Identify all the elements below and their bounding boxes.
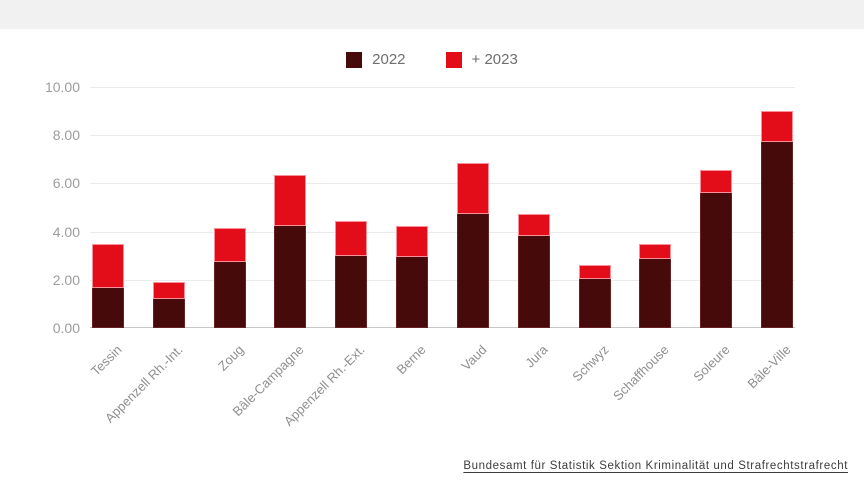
bar-stack	[760, 111, 793, 328]
bar-segment[interactable]	[700, 193, 733, 328]
x-axis-labels: Tessin Appenzell Rh.-Int. Zoug Bâle-Campagn…	[88, 328, 795, 458]
bar-stack	[92, 243, 124, 328]
y-tick-label: 0.00	[52, 320, 80, 336]
bar-segment[interactable]	[92, 288, 124, 328]
bar-segment[interactable]	[639, 259, 672, 328]
bar-stack	[456, 162, 489, 328]
bar-stack	[213, 228, 246, 328]
y-tick-label: 6.00	[52, 175, 80, 191]
top-band	[0, 0, 864, 29]
bar-stack	[517, 213, 550, 328]
bar-segment[interactable]	[578, 278, 611, 328]
bar-chart-plot-area: 0.00 2.00 4.00 6.00 8.00 10.00 Tessin Appenzell…	[45, 79, 795, 429]
legend-swatch-2023-icon	[445, 51, 462, 68]
bar-segment[interactable]	[396, 256, 429, 328]
bar-stack	[335, 220, 368, 328]
bar-segment[interactable]	[213, 261, 246, 328]
y-tick-label: 8.00	[52, 127, 80, 143]
legend-label-2023: + 2023	[471, 51, 518, 68]
gridline	[90, 183, 795, 184]
bars-container	[90, 87, 795, 328]
x-axis-label: Schaffhouse	[610, 342, 672, 404]
y-tick-label: 2.00	[52, 272, 80, 288]
bar-segment[interactable]	[213, 228, 246, 262]
bar-stack	[152, 282, 185, 328]
source-link[interactable]: Bundesamt für Statistik Sektion Kriminal…	[463, 460, 848, 472]
x-axis-label: Appenzell Rh.-Int.	[101, 342, 186, 426]
x-axis-label: Bâle-Ville	[744, 342, 794, 392]
bar-segment[interactable]	[639, 243, 672, 260]
x-axis-label: Zoug	[214, 342, 247, 374]
bar-segment[interactable]	[578, 265, 611, 279]
bar-segment[interactable]	[456, 162, 489, 214]
x-axis-label: Berne	[393, 342, 429, 378]
bar-stack	[396, 225, 429, 328]
x-axis-label: Appenzell Rh.-Ext.	[281, 342, 368, 429]
legend-swatch-2022-icon	[346, 51, 363, 68]
bar-segment[interactable]	[700, 170, 733, 194]
bar-segment[interactable]	[152, 299, 185, 328]
legend-label-2022: 2022	[372, 51, 406, 68]
bar-segment[interactable]	[517, 213, 550, 237]
x-axis-label: Bâle-Campagne	[230, 342, 308, 420]
chart-legend: 2022 + 2023	[0, 51, 864, 68]
bar-segment[interactable]	[517, 236, 550, 328]
bar-segment[interactable]	[152, 282, 185, 300]
bar-stack	[700, 170, 733, 328]
y-tick-label: 4.00	[52, 224, 80, 240]
bar-stack	[578, 265, 611, 328]
bar-segment[interactable]	[274, 225, 307, 328]
gridline	[90, 280, 795, 281]
bar-segment[interactable]	[335, 220, 368, 256]
bar-stack	[639, 243, 672, 328]
bar-segment[interactable]	[335, 255, 368, 328]
gridline	[90, 135, 795, 136]
bar-segment[interactable]	[760, 142, 793, 328]
legend-item-2022[interactable]: 2022	[346, 51, 406, 68]
y-tick-label: 10.00	[44, 79, 80, 95]
bar-segment[interactable]	[274, 174, 307, 226]
bar-segment[interactable]	[92, 243, 124, 289]
gridline	[90, 327, 795, 328]
bar-segment[interactable]	[760, 111, 793, 143]
x-axis-label: Jura	[521, 342, 551, 371]
x-axis-label: Vaud	[458, 342, 490, 374]
gridline	[90, 232, 795, 233]
bar-segment[interactable]	[456, 213, 489, 328]
x-axis-label: Schwyz	[568, 342, 612, 385]
x-axis-label: Soleure	[690, 342, 733, 385]
bar-segment[interactable]	[396, 225, 429, 257]
legend-item-2023[interactable]: + 2023	[445, 51, 518, 68]
bar-stack	[274, 174, 307, 328]
gridline	[90, 87, 795, 88]
